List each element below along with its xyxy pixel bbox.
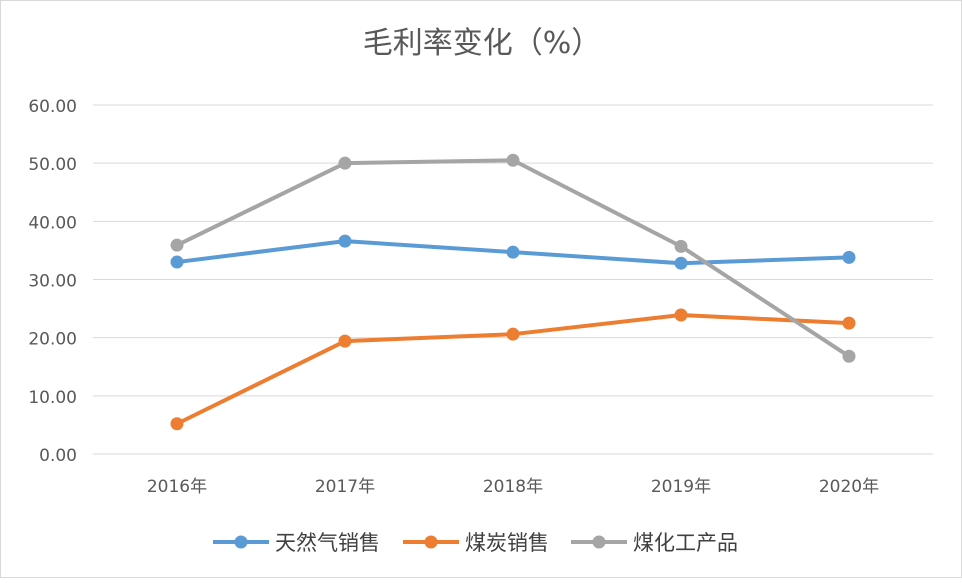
legend-label: 煤化工产品: [633, 531, 738, 555]
data-point: [506, 153, 520, 167]
legend-marker: [592, 535, 606, 549]
y-tick-label: 50.00: [28, 155, 77, 175]
data-point: [170, 255, 184, 269]
data-point: [674, 239, 688, 253]
x-tick-label: 2016年: [147, 477, 207, 497]
data-point: [170, 238, 184, 252]
data-point: [842, 349, 856, 363]
y-tick-label: 0.00: [39, 446, 77, 466]
data-point: [674, 256, 688, 270]
data-point: [170, 417, 184, 431]
legend-label: 煤炭销售: [465, 531, 549, 555]
data-point: [842, 250, 856, 264]
y-tick-label: 40.00: [28, 213, 77, 233]
data-point: [674, 308, 688, 322]
legend-marker: [234, 535, 248, 549]
x-tick-label: 2019年: [651, 477, 711, 497]
y-tick-label: 20.00: [28, 330, 77, 350]
x-tick-label: 2017年: [315, 477, 375, 497]
y-tick-label: 60.00: [28, 97, 77, 117]
data-point: [506, 245, 520, 259]
data-point: [842, 316, 856, 330]
data-point: [338, 156, 352, 170]
legend-marker: [424, 535, 438, 549]
data-point: [338, 234, 352, 248]
legend-label: 天然气销售: [275, 531, 380, 555]
x-tick-label: 2020年: [819, 477, 879, 497]
data-point: [338, 334, 352, 348]
y-tick-label: 30.00: [28, 272, 77, 292]
data-point: [506, 327, 520, 341]
chart-title: 毛利率变化（%）: [363, 26, 602, 61]
y-tick-label: 10.00: [28, 388, 77, 408]
x-tick-label: 2018年: [483, 477, 543, 497]
